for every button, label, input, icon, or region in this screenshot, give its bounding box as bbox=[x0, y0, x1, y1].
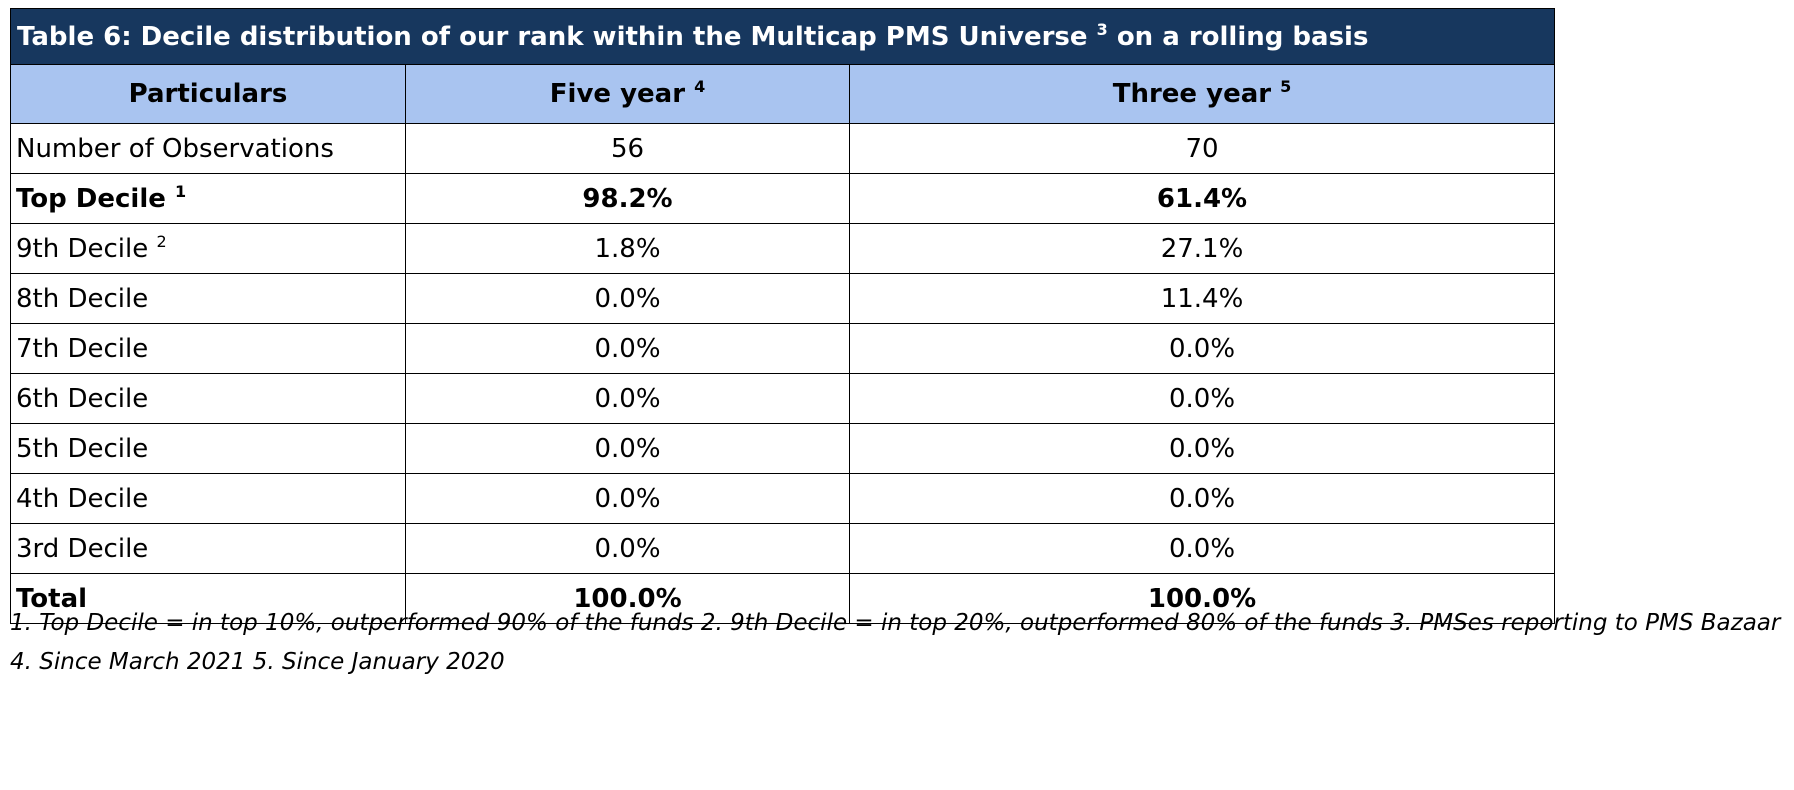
three-year-value: 0.0% bbox=[848, 323, 1556, 374]
table-row: 9th Decile 2 1.8% 27.1% bbox=[10, 223, 1556, 274]
row-label-superscript: 2 bbox=[156, 231, 167, 251]
five-year-value: 100.0% bbox=[405, 573, 850, 624]
row-label-cell: 3rd Decile bbox=[10, 523, 406, 574]
header-five-year-label: Five year bbox=[549, 79, 686, 109]
table-row: 7th Decile 0.0% 0.0% bbox=[10, 323, 1556, 374]
table-row: 4th Decile 0.0% 0.0% bbox=[10, 473, 1556, 524]
five-year-value: 0.0% bbox=[405, 423, 850, 474]
five-year-value: 0.0% bbox=[405, 523, 850, 574]
decile-table-container: Table 6: Decile distribution of our rank… bbox=[9, 8, 1556, 624]
header-three-year-superscript: 5 bbox=[1280, 77, 1292, 96]
row-label: Total bbox=[16, 583, 88, 614]
header-three-year: Three year 5 bbox=[848, 64, 1556, 124]
three-year-value: 0.0% bbox=[848, 523, 1556, 574]
three-year-value: 0.0% bbox=[848, 373, 1556, 424]
row-label: 3rd Decile bbox=[16, 533, 149, 564]
table-title-superscript: 3 bbox=[1096, 19, 1108, 39]
table-row: Total 100.0% 100.0% bbox=[10, 573, 1556, 624]
table-row: 3rd Decile 0.0% 0.0% bbox=[10, 523, 1556, 574]
five-year-value: 0.0% bbox=[405, 473, 850, 524]
table-title-text: Table 6: Decile distribution of our rank… bbox=[17, 21, 1088, 52]
row-label-cell: Number of Observations bbox=[10, 123, 406, 174]
row-label-cell: 9th Decile 2 bbox=[10, 223, 406, 274]
row-label-cell: 7th Decile bbox=[10, 323, 406, 374]
three-year-value: 0.0% bbox=[848, 473, 1556, 524]
row-label-cell: Top Decile 1 bbox=[10, 173, 406, 224]
table-row: Top Decile 1 98.2% 61.4% bbox=[10, 173, 1556, 224]
five-year-value: 0.0% bbox=[405, 373, 850, 424]
five-year-value: 0.0% bbox=[405, 323, 850, 374]
table-header-row: Particulars Five year 4 Three year 5 bbox=[10, 64, 1556, 124]
decile-distribution-table: Table 6: Decile distribution of our rank… bbox=[9, 8, 1556, 624]
table-title-suffix: on a rolling basis bbox=[1116, 21, 1369, 52]
row-label-cell: 6th Decile bbox=[10, 373, 406, 424]
table-title-row: Table 6: Decile distribution of our rank… bbox=[9, 8, 1556, 65]
row-label: 6th Decile bbox=[16, 383, 149, 414]
header-five-year: Five year 4 bbox=[405, 64, 850, 124]
three-year-value: 100.0% bbox=[848, 573, 1556, 624]
row-label: 5th Decile bbox=[16, 433, 149, 464]
row-label-cell: Total bbox=[10, 573, 406, 624]
row-label-superscript: 1 bbox=[174, 181, 187, 201]
table-row: Number of Observations 56 70 bbox=[10, 123, 1556, 174]
five-year-value: 56 bbox=[405, 123, 850, 174]
row-label-cell: 4th Decile bbox=[10, 473, 406, 524]
five-year-value: 1.8% bbox=[405, 223, 850, 274]
row-label-cell: 5th Decile bbox=[10, 423, 406, 474]
table-row: 6th Decile 0.0% 0.0% bbox=[10, 373, 1556, 424]
table-row: 8th Decile 0.0% 11.4% bbox=[10, 273, 1556, 324]
row-label: 8th Decile bbox=[16, 283, 149, 314]
table-body: Number of Observations 56 70 Top Decile 1 98… bbox=[10, 123, 1556, 624]
table-footnote: 1. Top Decile = in top 10%, outperformed… bbox=[10, 610, 1781, 675]
three-year-value: 61.4% bbox=[848, 173, 1556, 224]
row-label: Number of Observations bbox=[16, 133, 334, 164]
row-label: Top Decile bbox=[16, 183, 166, 214]
header-three-year-label: Three year bbox=[1112, 79, 1272, 109]
header-particulars-label: Particulars bbox=[128, 79, 288, 109]
three-year-value: 0.0% bbox=[848, 423, 1556, 474]
table-title: Table 6: Decile distribution of our rank… bbox=[9, 8, 1556, 65]
header-five-year-superscript: 4 bbox=[694, 77, 706, 96]
row-label: 9th Decile bbox=[16, 233, 149, 264]
three-year-value: 70 bbox=[848, 123, 1556, 174]
three-year-value: 11.4% bbox=[848, 273, 1556, 324]
five-year-value: 98.2% bbox=[405, 173, 850, 224]
three-year-value: 27.1% bbox=[848, 223, 1556, 274]
row-label: 7th Decile bbox=[16, 333, 149, 364]
header-particulars: Particulars bbox=[10, 64, 406, 124]
row-label: 4th Decile bbox=[16, 483, 149, 514]
row-label-cell: 8th Decile bbox=[10, 273, 406, 324]
five-year-value: 0.0% bbox=[405, 273, 850, 324]
table-row: 5th Decile 0.0% 0.0% bbox=[10, 423, 1556, 474]
